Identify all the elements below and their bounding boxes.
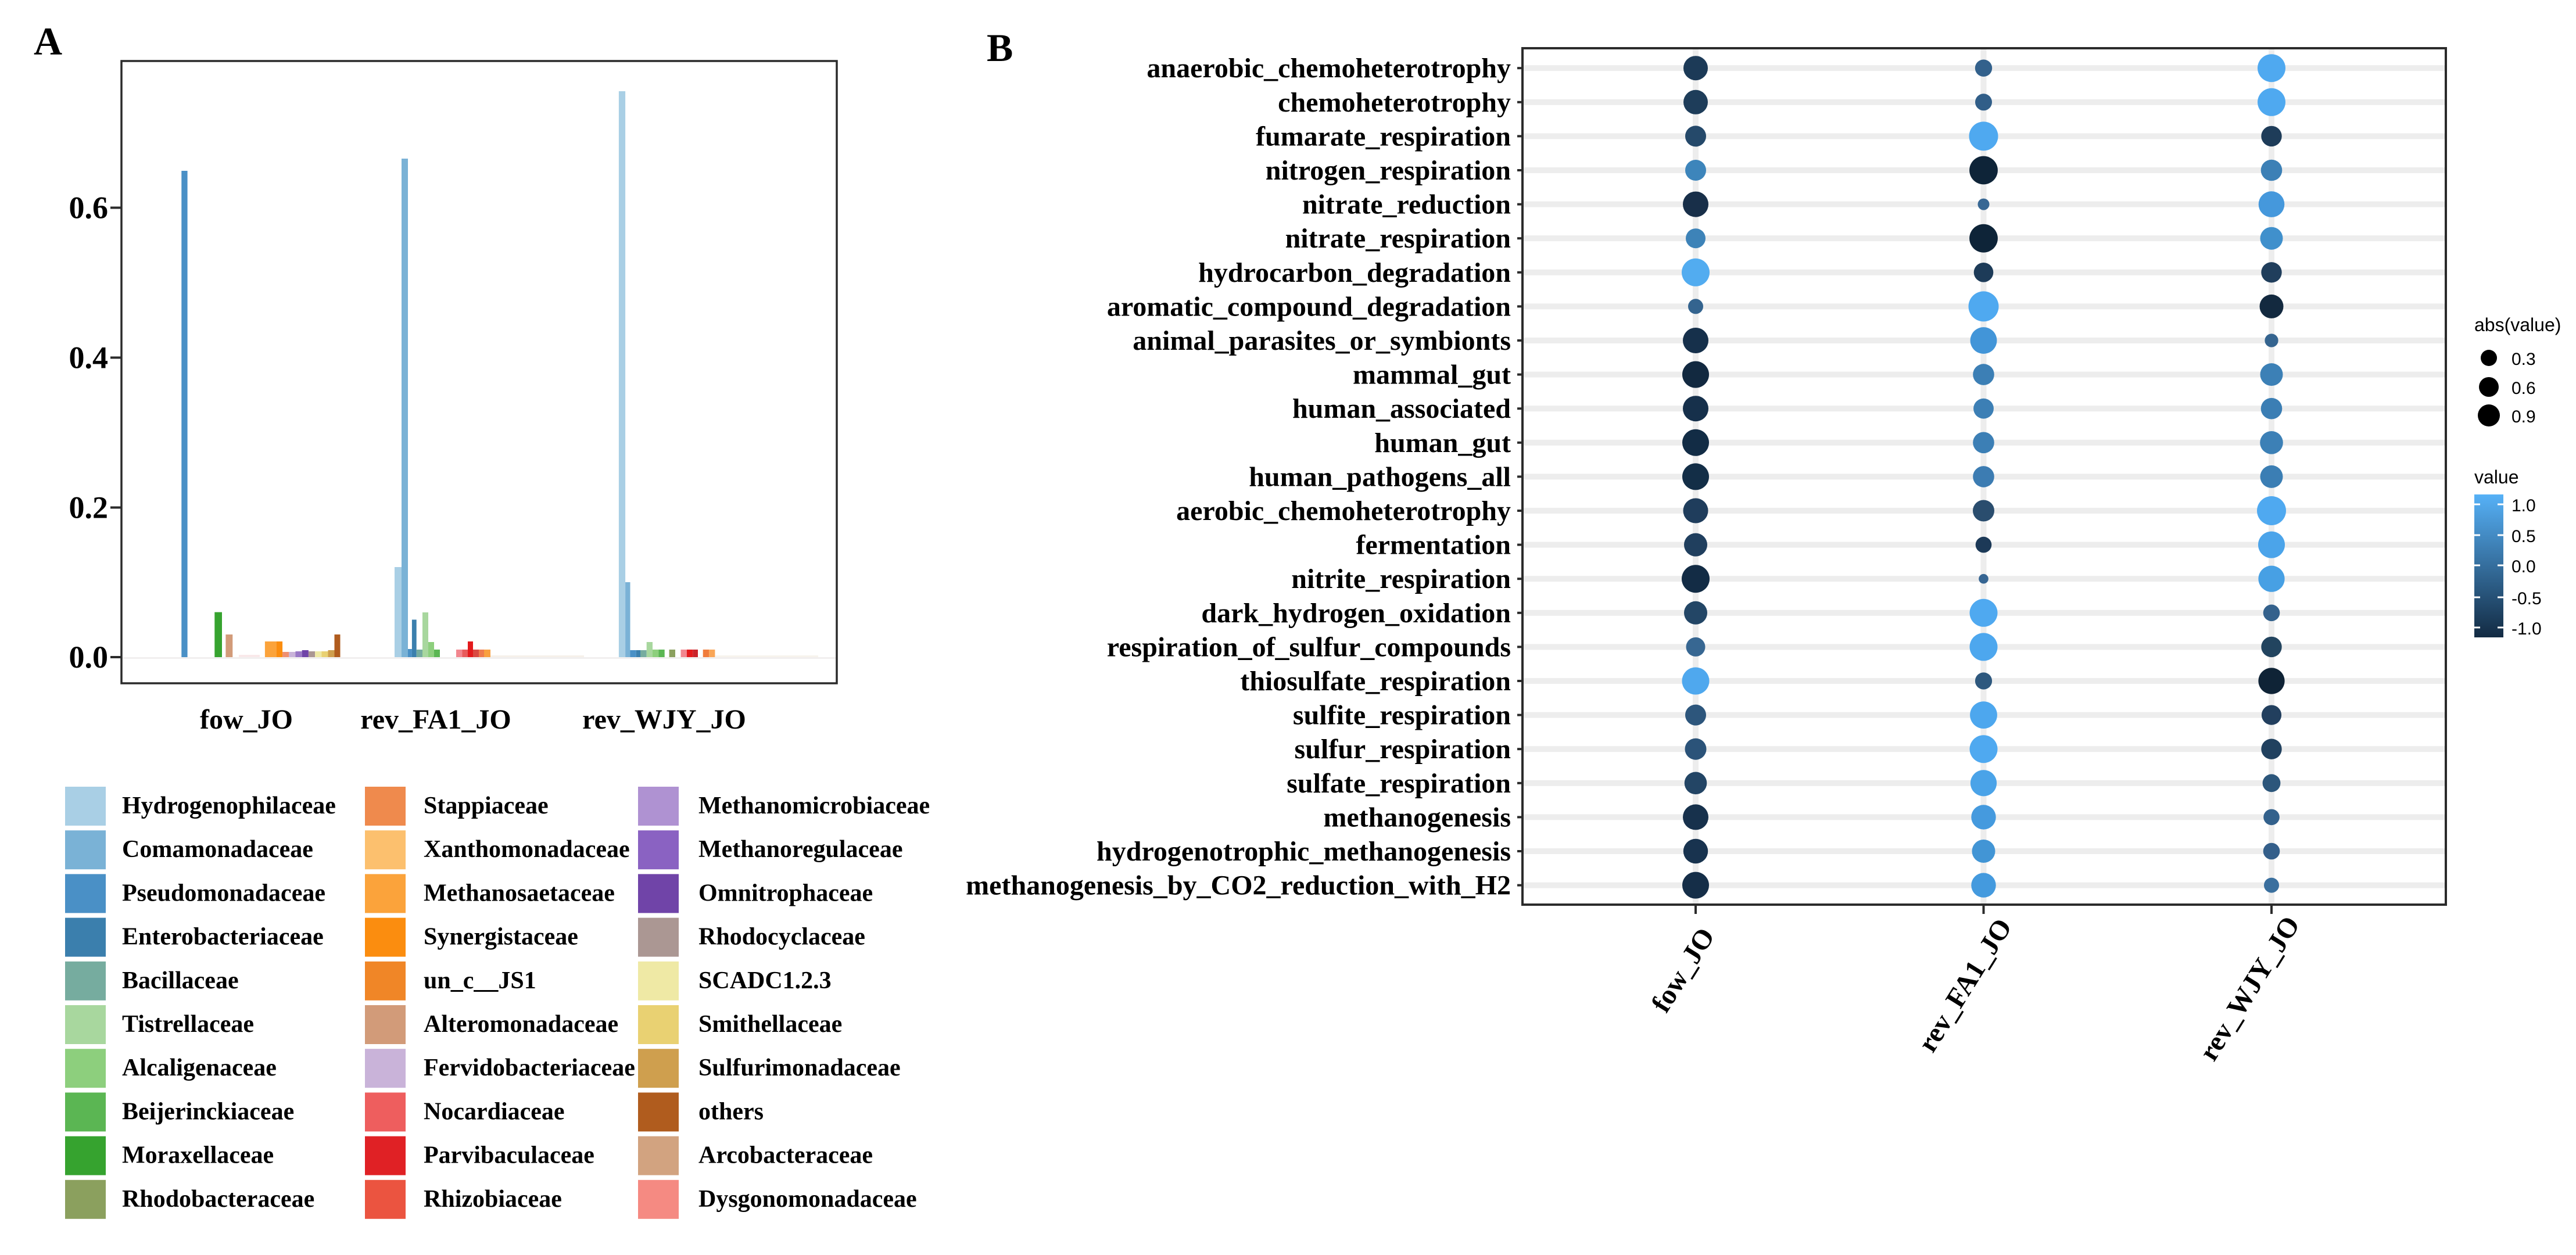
svg-text:-0.5: -0.5 <box>2511 589 2542 608</box>
svg-text:0.6: 0.6 <box>2511 379 2536 398</box>
svg-text:nitrate_reduction: nitrate_reduction <box>1302 189 1511 220</box>
svg-text:0.4: 0.4 <box>69 340 109 375</box>
svg-text:dark_hydrogen_oxidation: dark_hydrogen_oxidation <box>1201 598 1511 629</box>
svg-text:Fervidobacteriaceae: Fervidobacteriaceae <box>424 1055 635 1081</box>
svg-text:fermentation: fermentation <box>1356 530 1511 561</box>
svg-text:human_pathogens_all: human_pathogens_all <box>1249 461 1511 492</box>
svg-text:mammal_gut: mammal_gut <box>1353 360 1511 390</box>
svg-text:-1.0: -1.0 <box>2511 619 2542 639</box>
svg-text:Hydrogenophilaceae: Hydrogenophilaceae <box>122 793 336 819</box>
svg-text:0.6: 0.6 <box>69 191 109 225</box>
svg-text:Rhodocyclaceae: Rhodocyclaceae <box>698 924 865 951</box>
svg-text:hydrogenotrophic_methanogenesi: hydrogenotrophic_methanogenesis <box>1097 836 1511 867</box>
svg-text:aerobic_chemoheterotrophy: aerobic_chemoheterotrophy <box>1176 496 1511 526</box>
svg-text:methanogenesis_by_CO2_reductio: methanogenesis_by_CO2_reduction_with_H2 <box>966 870 1511 901</box>
svg-text:Synergistaceae: Synergistaceae <box>424 924 578 951</box>
svg-text:fow_JO: fow_JO <box>200 704 293 735</box>
svg-text:nitrogen_respiration: nitrogen_respiration <box>1266 155 1511 186</box>
svg-text:Methanosaetaceae: Methanosaetaceae <box>424 880 615 906</box>
svg-text:others: others <box>698 1098 764 1125</box>
svg-text:nitrite_respiration: nitrite_respiration <box>1291 564 1511 594</box>
svg-text:respiration_of_sulfur_compound: respiration_of_sulfur_compounds <box>1107 632 1511 662</box>
svg-text:Alteromonadaceae: Alteromonadaceae <box>424 1011 618 1038</box>
svg-text:nitrate_respiration: nitrate_respiration <box>1285 223 1511 254</box>
svg-text:sulfur_respiration: sulfur_respiration <box>1295 734 1511 765</box>
svg-text:hydrocarbon_degradation: hydrocarbon_degradation <box>1198 257 1511 288</box>
svg-text:Methanoregulaceae: Methanoregulaceae <box>698 836 902 863</box>
svg-text:Bacillaceae: Bacillaceae <box>122 967 239 994</box>
svg-text:Stappiaceae: Stappiaceae <box>424 793 549 819</box>
svg-text:Moraxellaceae: Moraxellaceae <box>122 1142 274 1169</box>
svg-text:abs(value): abs(value) <box>2474 314 2561 335</box>
svg-text:methanogenesis: methanogenesis <box>1323 802 1511 833</box>
svg-text:Pseudomonadaceae: Pseudomonadaceae <box>122 880 325 906</box>
svg-text:Arcobacteraceae: Arcobacteraceae <box>698 1142 873 1169</box>
svg-text:Rhizobiaceae: Rhizobiaceae <box>424 1186 562 1213</box>
svg-text:human_gut: human_gut <box>1374 428 1511 458</box>
svg-text:0.0: 0.0 <box>69 640 109 675</box>
svg-text:rev_FA1_JO: rev_FA1_JO <box>360 704 511 735</box>
svg-text:Sulfurimonadaceae: Sulfurimonadaceae <box>698 1055 901 1081</box>
svg-text:thiosulfate_respiration: thiosulfate_respiration <box>1240 666 1511 697</box>
svg-text:Smithellaceae: Smithellaceae <box>698 1011 842 1038</box>
svg-text:Methanomicrobiaceae: Methanomicrobiaceae <box>698 793 930 819</box>
svg-text:A: A <box>34 19 62 63</box>
svg-text:rev_WJY_JO: rev_WJY_JO <box>582 704 746 735</box>
svg-text:Alcaligenaceae: Alcaligenaceae <box>122 1055 277 1081</box>
svg-text:Dysgonomonadaceae: Dysgonomonadaceae <box>698 1186 917 1213</box>
svg-text:0.2: 0.2 <box>69 490 109 525</box>
svg-text:Enterobacteriaceae: Enterobacteriaceae <box>122 924 324 951</box>
svg-text:Beijerinckiaceae: Beijerinckiaceae <box>122 1098 294 1125</box>
svg-text:Tistrellaceae: Tistrellaceae <box>122 1011 254 1038</box>
svg-text:animal_parasites_or_symbionts: animal_parasites_or_symbionts <box>1133 325 1511 356</box>
svg-text:0.5: 0.5 <box>2511 527 2536 546</box>
svg-text:Comamonadaceae: Comamonadaceae <box>122 836 313 863</box>
svg-text:un_c__JS1: un_c__JS1 <box>424 967 536 994</box>
svg-text:0.0: 0.0 <box>2511 557 2536 576</box>
svg-text:fumarate_respiration: fumarate_respiration <box>1256 121 1511 152</box>
svg-text:sulfate_respiration: sulfate_respiration <box>1287 768 1511 799</box>
svg-text:Xanthomonadaceae: Xanthomonadaceae <box>424 836 630 863</box>
svg-text:0.3: 0.3 <box>2511 350 2536 369</box>
svg-text:value: value <box>2474 467 2519 487</box>
svg-text:chemoheterotrophy: chemoheterotrophy <box>1278 87 1511 118</box>
svg-text:0.9: 0.9 <box>2511 407 2536 426</box>
svg-text:1.0: 1.0 <box>2511 496 2536 515</box>
svg-text:human_associated: human_associated <box>1292 393 1511 424</box>
svg-text:anaerobic_chemoheterotrophy: anaerobic_chemoheterotrophy <box>1147 53 1511 84</box>
svg-text:Parvibaculaceae: Parvibaculaceae <box>424 1142 594 1169</box>
svg-text:B: B <box>987 26 1013 70</box>
svg-text:aromatic_compound_degradation: aromatic_compound_degradation <box>1107 291 1511 322</box>
svg-text:Rhodobacteraceae: Rhodobacteraceae <box>122 1186 314 1213</box>
svg-text:Omnitrophaceae: Omnitrophaceae <box>698 880 873 906</box>
svg-text:sulfite_respiration: sulfite_respiration <box>1293 700 1511 731</box>
svg-text:Nocardiaceae: Nocardiaceae <box>424 1098 565 1125</box>
svg-text:SCADC1.2.3: SCADC1.2.3 <box>698 967 832 994</box>
